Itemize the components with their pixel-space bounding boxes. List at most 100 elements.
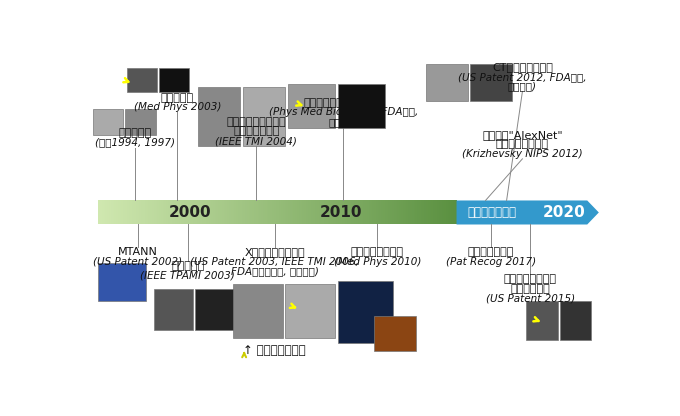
Bar [209, 201, 211, 225]
Bar [114, 201, 116, 225]
Text: X線像の骨成分除去: X線像の骨成分除去 [244, 247, 305, 257]
Bar [207, 201, 209, 225]
Bar [224, 201, 225, 225]
Bar [270, 201, 272, 225]
Bar [236, 201, 238, 225]
Bar [147, 201, 148, 225]
Bar [139, 201, 141, 225]
Bar [225, 201, 227, 225]
Bar [193, 201, 195, 225]
Bar [107, 201, 109, 225]
Bar [98, 201, 100, 225]
Bar [122, 201, 123, 225]
Bar [127, 67, 157, 92]
Bar [299, 201, 301, 225]
Bar [199, 201, 201, 225]
Text: (US Patent 2002): (US Patent 2002) [93, 257, 182, 267]
Bar [167, 201, 168, 225]
Bar [238, 201, 240, 225]
Bar [197, 201, 199, 225]
Bar [240, 201, 241, 225]
Bar [168, 201, 170, 225]
Bar [275, 201, 277, 225]
Bar [373, 201, 374, 225]
Text: 大腸ポリープ検出: 大腸ポリープ検出 [351, 247, 404, 257]
Bar [331, 201, 333, 225]
Bar [202, 201, 204, 225]
Bar [201, 201, 202, 225]
Bar [274, 201, 275, 225]
Bar [265, 201, 267, 225]
Bar [362, 201, 363, 225]
Bar [288, 201, 290, 225]
Bar [292, 201, 294, 225]
Text: (IEEE TPAMI 2003): (IEEE TPAMI 2003) [140, 271, 235, 281]
Bar [263, 201, 265, 225]
Bar [308, 201, 309, 225]
Bar [269, 201, 270, 225]
Bar [272, 201, 274, 225]
Text: 2000: 2000 [169, 205, 211, 220]
Bar [148, 201, 150, 225]
Bar [560, 301, 592, 340]
Bar [301, 201, 303, 225]
Bar [442, 201, 444, 225]
Bar [102, 201, 103, 225]
Bar [371, 201, 373, 225]
Bar [199, 87, 241, 146]
Bar [132, 201, 134, 225]
Bar [118, 201, 120, 225]
Bar [328, 201, 329, 225]
Text: (Phys Med Biol 2009, FDA承認,: (Phys Med Biol 2009, FDA承認, [269, 107, 418, 117]
Bar [188, 201, 190, 225]
Bar [338, 280, 393, 343]
Bar [267, 201, 269, 225]
Bar [388, 201, 390, 225]
Text: CTの被曝線量低減: CTの被曝線量低減 [492, 62, 553, 72]
Bar [349, 201, 351, 225]
Bar [229, 201, 231, 225]
Bar [103, 201, 105, 225]
Bar [235, 201, 236, 225]
Text: MTANN: MTANN [118, 247, 158, 257]
Bar [195, 289, 235, 330]
Bar [351, 201, 353, 225]
Text: 製品化済): 製品化済) [328, 117, 358, 127]
Text: エッジ検出: エッジ検出 [171, 261, 204, 271]
Bar [399, 201, 401, 225]
Bar [363, 201, 365, 225]
Bar [125, 109, 156, 135]
Bar [311, 201, 313, 225]
Bar [342, 201, 343, 225]
Bar [165, 201, 167, 225]
Bar [431, 201, 433, 225]
Bar [455, 201, 456, 225]
Text: 製品化済): 製品化済) [508, 82, 537, 92]
Bar [435, 201, 437, 225]
Bar [376, 201, 377, 225]
Bar [143, 201, 145, 225]
Bar [326, 201, 328, 225]
Bar [374, 201, 376, 225]
Bar [358, 201, 360, 225]
Bar [345, 201, 347, 225]
Bar [220, 201, 222, 225]
Bar [134, 201, 136, 225]
Bar [385, 201, 387, 225]
Bar [258, 201, 260, 225]
Bar [218, 201, 220, 225]
Bar [353, 201, 354, 225]
Text: マンモグラフィの: マンモグラフィの [504, 274, 557, 284]
Bar [105, 201, 107, 225]
Bar [109, 201, 111, 225]
Bar [441, 201, 442, 225]
Bar [320, 201, 322, 225]
Bar [127, 201, 129, 225]
Bar [175, 201, 177, 225]
Bar [417, 201, 419, 225]
Bar [136, 201, 137, 225]
Bar [243, 87, 286, 146]
Text: エンドツーエンド深層学習: エンドツーエンド深層学習 [303, 98, 383, 108]
Bar [338, 201, 340, 225]
Bar [526, 301, 558, 340]
